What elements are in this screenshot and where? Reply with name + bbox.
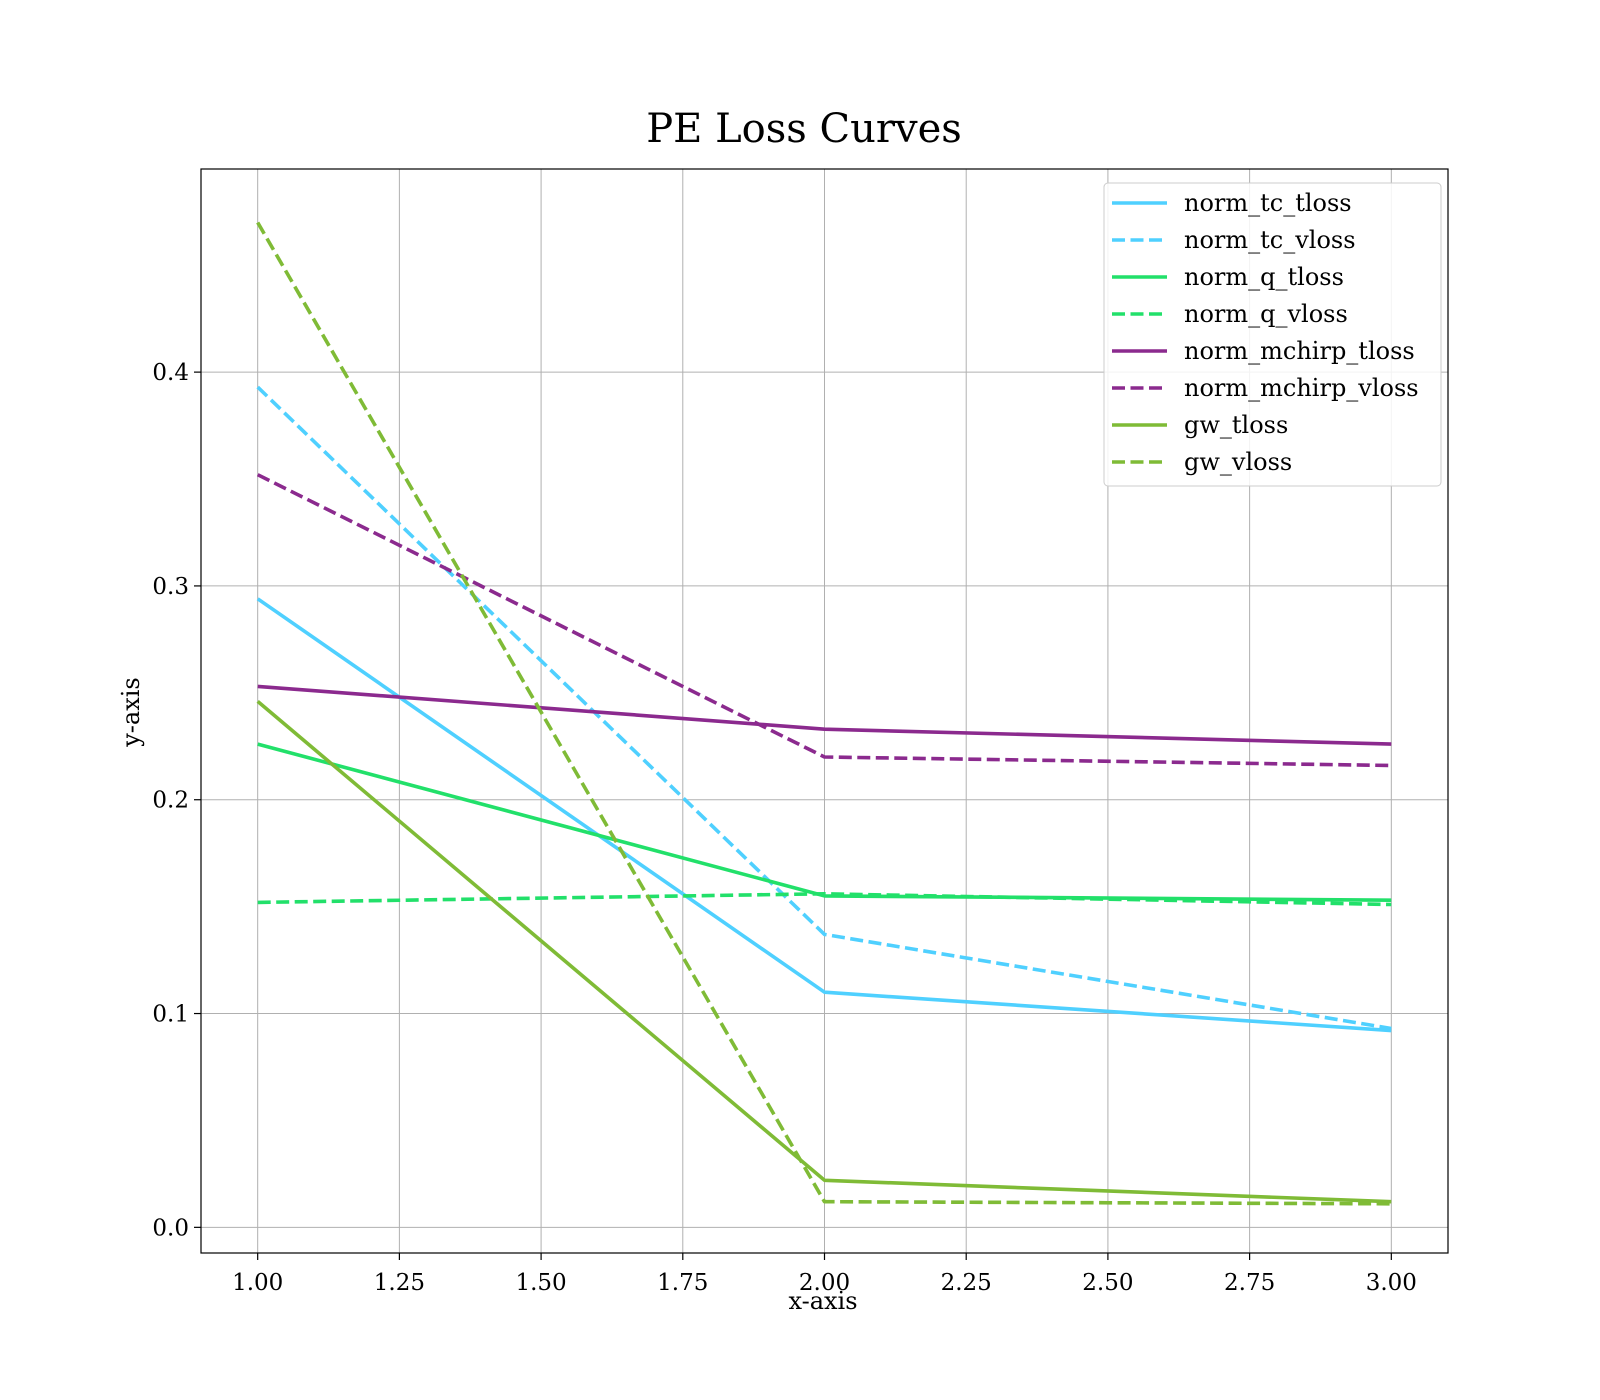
series-line-norm-q-vloss <box>257 891 1392 907</box>
legend-box <box>1103 182 1442 487</box>
legend-label: norm_mchirp_tloss <box>1184 337 1415 365</box>
chart-title: PE Loss Curves <box>646 106 962 152</box>
x-axis-label: x-axis <box>788 1287 857 1315</box>
y-axis-label: y-axis <box>117 677 145 748</box>
legend-label: gw_vloss <box>1184 448 1292 476</box>
x-tick-label: 1.75 <box>657 1270 708 1296</box>
legend-label: norm_q_vloss <box>1184 300 1348 328</box>
legend-label: norm_tc_vloss <box>1184 226 1356 254</box>
legend-label: norm_tc_tloss <box>1184 189 1352 217</box>
x-tick-label: 1.00 <box>232 1270 283 1296</box>
x-tick-label: 2.25 <box>941 1270 992 1296</box>
y-tick-label: 0.0 <box>152 1215 189 1241</box>
series-line-norm-q-tloss <box>257 742 1392 902</box>
legend-label: gw_tloss <box>1184 411 1288 439</box>
x-tick-label: 2.50 <box>1082 1270 1133 1296</box>
legend: norm_tc_tloss norm_tc_vloss norm_q_tlossno… <box>1103 182 1442 487</box>
series-line-norm-tc-tloss <box>256 597 1392 1033</box>
y-tick-label: 0.2 <box>152 788 189 814</box>
x-tick-label: 3.00 <box>1366 1270 1417 1296</box>
x-tick-label: 2.00 <box>799 1270 850 1296</box>
y-tick-label: 0.3 <box>152 574 189 600</box>
x-tick-label: 1.25 <box>374 1270 425 1296</box>
legend-label: norm_q_tloss <box>1184 263 1344 291</box>
legend-label: norm_mchirp_vloss <box>1184 374 1419 402</box>
series-line-norm-mchirp-tloss <box>257 684 1392 746</box>
x-tick-label: 1.50 <box>515 1270 566 1296</box>
series-lines <box>256 221 1392 1206</box>
axis-ticks: 1.00 1.25 1.50 1.75 2.00 2.25 2.50 2.75 3.00 0.0 0… <box>152 360 1417 1296</box>
y-tick-label: 0.1 <box>152 1002 189 1028</box>
series-line-gw-tloss <box>256 700 1392 1204</box>
y-tick-label: 0.4 <box>152 360 189 386</box>
series-line-gw-vloss <box>256 221 1392 1206</box>
series-line-norm-mchirp-vloss <box>256 473 1392 768</box>
x-tick-label: 2.75 <box>1224 1270 1275 1296</box>
